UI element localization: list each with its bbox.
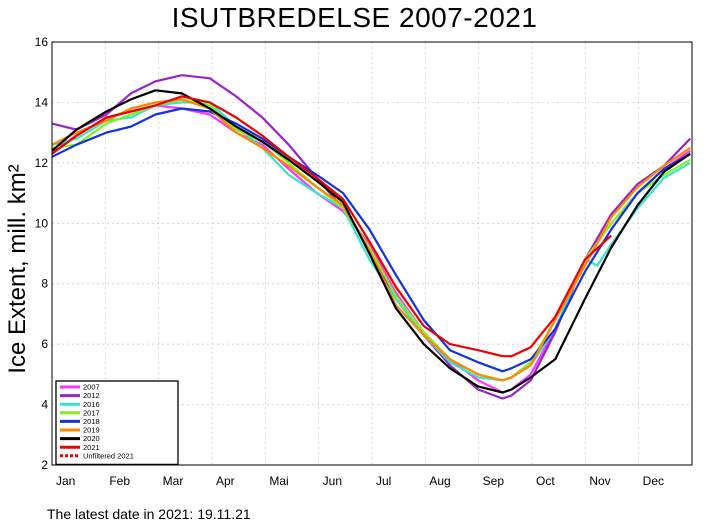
x-tick-label: Mar [163, 474, 184, 488]
plot-frame [51, 41, 693, 466]
x-tick-label: Nov [589, 474, 610, 488]
series-line [51, 74, 691, 400]
y-tick-label: 12 [35, 156, 49, 170]
legend-label: 2018 [83, 417, 100, 426]
series-line [51, 107, 691, 373]
y-tick-label: 2 [41, 458, 48, 472]
x-tick-label: Aug [429, 474, 450, 488]
legend-label: 2019 [83, 426, 100, 435]
y-tick-label: 16 [35, 35, 49, 49]
chart-title: ISUTBREDELSE 2007-2021 [171, 2, 538, 33]
x-tick-label: Jan [56, 474, 75, 488]
x-tick-label: Feb [109, 474, 130, 488]
y-tick-label: 4 [41, 398, 48, 412]
x-ticks: Jan Feb Mar Apr Mai Jun Jul Aug Sep Oct Nov Dec [56, 474, 664, 488]
series-lines [51, 74, 691, 400]
y-ticks: 2 4 6 8 10 12 14 16 [35, 35, 49, 472]
legend-label: 2020 [83, 434, 100, 443]
x-tick-label: Jul [376, 474, 391, 488]
x-tick-label: Dec [643, 474, 664, 488]
legend-label: 2012 [83, 391, 100, 400]
legend-label: 2007 [83, 383, 100, 392]
series-line [51, 98, 691, 382]
x-tick-label: Sep [483, 474, 505, 488]
legend-label: Unfiltered 2021 [83, 451, 134, 460]
legend-label: 2017 [83, 408, 100, 417]
x-tick-label: Jun [323, 474, 342, 488]
series-line [51, 98, 691, 382]
x-tick-label: Mai [269, 474, 288, 488]
y-tick-label: 10 [35, 216, 49, 230]
series-line [51, 89, 691, 394]
series-line [51, 95, 613, 358]
y-tick-label: 14 [35, 95, 49, 109]
x-tick-label: Apr [216, 474, 235, 488]
legend-label: 2016 [83, 400, 100, 409]
grid [52, 42, 692, 465]
y-tick-label: 6 [41, 337, 48, 351]
legend: 20072012201620172018201920202021Unfilter… [55, 380, 179, 466]
y-tick-label: 8 [41, 277, 48, 291]
x-tick-label: Oct [536, 474, 555, 488]
footnote: The latest date in 2021: 19.11.21 [47, 506, 251, 522]
legend-label: 2021 [83, 443, 100, 452]
